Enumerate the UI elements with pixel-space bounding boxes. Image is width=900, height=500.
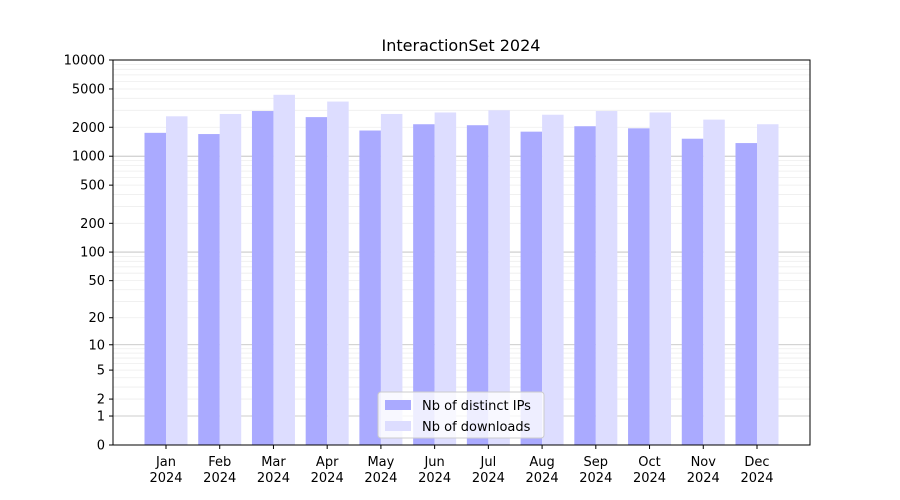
bar-downloads bbox=[166, 116, 188, 445]
y-tick-label: 0 bbox=[97, 439, 105, 454]
x-tick-month: Dec bbox=[744, 455, 769, 470]
legend-box bbox=[377, 391, 545, 439]
y-tick-label: 2 bbox=[97, 393, 105, 408]
x-tick-month: Apr bbox=[316, 455, 339, 470]
legend: Nb of distinct IPs Nb of downloads bbox=[377, 391, 545, 439]
legend-label: Nb of distinct IPs bbox=[422, 399, 531, 414]
x-tick-month: Sep bbox=[584, 455, 609, 470]
x-tick-year: 2024 bbox=[418, 471, 451, 486]
bar-downloads bbox=[595, 111, 618, 445]
y-tick-label: 5000 bbox=[72, 82, 105, 97]
bar-distinct-ips bbox=[735, 143, 757, 445]
bar-distinct-ips bbox=[359, 130, 381, 445]
x-tick-month: Jun bbox=[423, 455, 444, 470]
bar-downloads bbox=[327, 101, 349, 446]
x-tick-month: Oct bbox=[638, 455, 660, 470]
y-tick-label: 100 bbox=[80, 246, 105, 261]
bar-downloads bbox=[757, 124, 779, 445]
bar-downloads bbox=[219, 113, 242, 445]
bar-distinct-ips bbox=[305, 117, 328, 446]
bar-distinct-ips bbox=[413, 124, 435, 445]
x-tick-year: 2024 bbox=[257, 471, 290, 486]
legend-swatch bbox=[385, 400, 411, 410]
x-tick-label: Nov 2024 bbox=[687, 455, 720, 486]
bar-distinct-ips bbox=[628, 128, 650, 446]
x-tick-label: Aug 2024 bbox=[526, 455, 559, 486]
bar-distinct-ips bbox=[144, 132, 166, 445]
chart-title: InteractionSet 2024 bbox=[382, 36, 541, 55]
x-tick-label: May 2024 bbox=[364, 455, 397, 486]
legend-label: Nb of downloads bbox=[422, 420, 531, 435]
x-tick-label: Sep 2024 bbox=[579, 455, 612, 486]
x-tick-month: Nov bbox=[691, 455, 717, 470]
bar-downloads bbox=[649, 112, 672, 445]
bar-distinct-ips bbox=[251, 111, 274, 445]
x-tick-label: Apr 2024 bbox=[311, 455, 344, 486]
x-tick-month: Feb bbox=[208, 455, 231, 470]
x-tick-year: 2024 bbox=[149, 471, 182, 486]
y-tick-label: 1 bbox=[97, 410, 105, 425]
x-tick-label: Jul 2024 bbox=[472, 455, 505, 486]
bar-downloads bbox=[273, 94, 295, 445]
x-tick-year: 2024 bbox=[364, 471, 397, 486]
x-tick-month: May bbox=[367, 455, 394, 470]
legend-swatch bbox=[385, 421, 411, 431]
x-tick-year: 2024 bbox=[579, 471, 612, 486]
x-tick-label: Oct 2024 bbox=[633, 455, 666, 486]
bar-distinct-ips bbox=[574, 126, 596, 445]
y-tick-label: 2000 bbox=[72, 121, 105, 136]
x-tick-year: 2024 bbox=[311, 471, 344, 486]
x-tick-month: Jul bbox=[480, 455, 497, 470]
x-tick-year: 2024 bbox=[633, 471, 666, 486]
bar-distinct-ips bbox=[466, 125, 489, 445]
x-tick-month: Jan bbox=[155, 455, 176, 470]
x-tick-month: Aug bbox=[529, 455, 554, 470]
x-tick-year: 2024 bbox=[472, 471, 505, 486]
x-tick-label: Jan 2024 bbox=[149, 455, 182, 486]
bar-downloads bbox=[542, 114, 564, 445]
x-tick-year: 2024 bbox=[526, 471, 559, 486]
x-tick-month: Mar bbox=[261, 455, 286, 470]
x-tick-label: Feb 2024 bbox=[203, 455, 236, 486]
bar-downloads bbox=[488, 110, 510, 446]
bar-distinct-ips bbox=[520, 131, 543, 445]
y-tick-label: 5 bbox=[97, 364, 105, 379]
y-tick-label: 50 bbox=[88, 274, 105, 289]
bar-downloads bbox=[434, 112, 457, 445]
bar-distinct-ips bbox=[198, 134, 220, 445]
x-tick-year: 2024 bbox=[740, 471, 773, 486]
x-tick-label: Jun 2024 bbox=[418, 455, 451, 486]
x-tick-year: 2024 bbox=[203, 471, 236, 486]
bar-distinct-ips bbox=[681, 138, 704, 445]
y-tick-label: 10 bbox=[88, 338, 105, 353]
bar-downloads bbox=[703, 119, 725, 446]
y-tick-label: 1000 bbox=[72, 150, 105, 165]
y-tick-label: 200 bbox=[80, 217, 105, 232]
y-tick-label: 20 bbox=[88, 311, 105, 326]
x-tick-label: Dec 2024 bbox=[740, 455, 773, 486]
y-tick-label: 10000 bbox=[64, 54, 105, 69]
x-tick-label: Mar 2024 bbox=[257, 455, 290, 486]
bars bbox=[144, 94, 779, 446]
bar-downloads bbox=[380, 113, 403, 445]
y-tick-label: 500 bbox=[80, 179, 105, 194]
x-tick-year: 2024 bbox=[687, 471, 720, 486]
